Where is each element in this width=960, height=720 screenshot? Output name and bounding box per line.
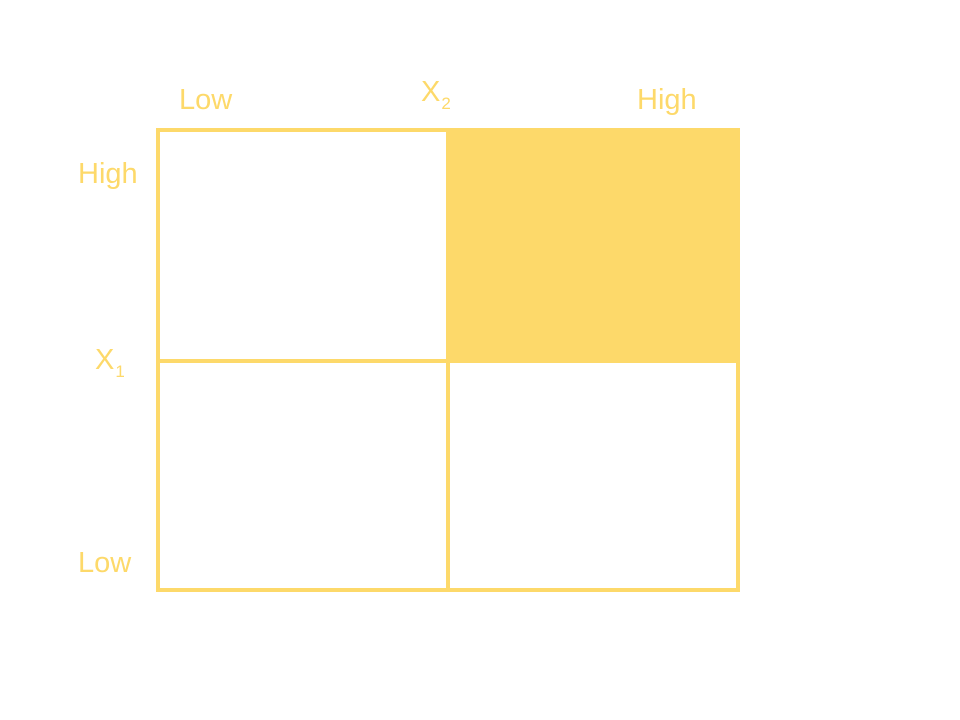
cell-high-low [158, 130, 448, 361]
x2-high-label: High [637, 84, 697, 116]
cell-low-high [448, 361, 738, 590]
x1-low-label: Low [78, 547, 132, 579]
x2-low-label: Low [179, 84, 233, 116]
x2-axis-subscript: 2 [441, 94, 451, 113]
x1-axis-subscript: 1 [115, 362, 125, 381]
cell-low-low [158, 361, 448, 590]
x2-axis-name: X2 [421, 76, 451, 113]
cell-high-high [448, 130, 738, 361]
x1-high-label: High [78, 158, 138, 190]
x1-axis-name: X1 [95, 344, 125, 381]
x1-axis-letter: X [95, 344, 115, 376]
x2-axis-letter: X [421, 76, 441, 108]
